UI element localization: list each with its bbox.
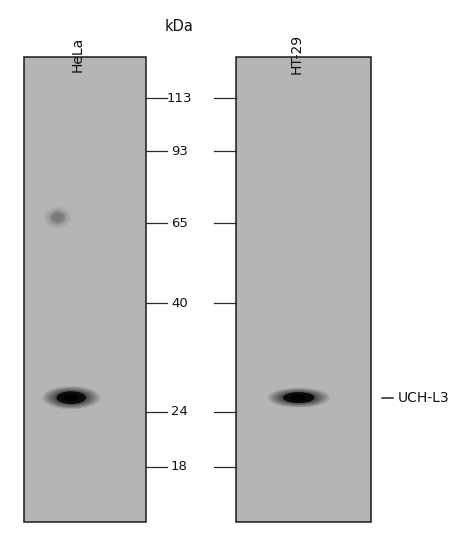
Ellipse shape <box>60 393 83 402</box>
Ellipse shape <box>65 395 77 400</box>
Ellipse shape <box>280 392 318 404</box>
Ellipse shape <box>278 391 319 404</box>
Ellipse shape <box>272 389 326 406</box>
Ellipse shape <box>291 395 307 400</box>
Text: 18: 18 <box>171 461 188 473</box>
Ellipse shape <box>286 394 311 402</box>
Ellipse shape <box>56 392 86 403</box>
Text: HT-29: HT-29 <box>289 34 303 74</box>
Ellipse shape <box>45 387 97 408</box>
Ellipse shape <box>49 211 67 224</box>
Bar <box>24 57 146 522</box>
Ellipse shape <box>58 393 85 403</box>
Ellipse shape <box>283 392 315 403</box>
Ellipse shape <box>56 391 86 404</box>
Ellipse shape <box>52 390 90 405</box>
Ellipse shape <box>270 389 327 407</box>
Text: kDa: kDa <box>165 19 194 34</box>
Text: HeLa: HeLa <box>71 36 85 72</box>
Ellipse shape <box>281 392 316 403</box>
Text: 65: 65 <box>171 217 188 229</box>
Ellipse shape <box>274 390 324 405</box>
Ellipse shape <box>292 395 305 400</box>
Ellipse shape <box>288 394 310 401</box>
Ellipse shape <box>275 390 322 405</box>
Ellipse shape <box>44 207 71 228</box>
Ellipse shape <box>67 396 76 399</box>
Ellipse shape <box>283 393 315 403</box>
Ellipse shape <box>294 396 304 399</box>
Ellipse shape <box>55 391 87 404</box>
Ellipse shape <box>48 388 95 407</box>
Ellipse shape <box>51 389 92 406</box>
Ellipse shape <box>291 395 307 400</box>
Bar <box>236 57 371 522</box>
Ellipse shape <box>43 387 99 409</box>
Ellipse shape <box>54 214 62 221</box>
Ellipse shape <box>50 212 65 223</box>
Text: 24: 24 <box>171 405 188 418</box>
Ellipse shape <box>62 394 80 401</box>
Ellipse shape <box>289 395 308 400</box>
Ellipse shape <box>52 213 63 222</box>
Text: 40: 40 <box>171 297 188 310</box>
Ellipse shape <box>42 386 101 409</box>
Text: 113: 113 <box>167 92 192 105</box>
Ellipse shape <box>55 216 61 219</box>
Ellipse shape <box>285 393 313 402</box>
Ellipse shape <box>64 395 79 400</box>
Ellipse shape <box>46 388 96 408</box>
Ellipse shape <box>47 209 68 226</box>
Ellipse shape <box>50 212 65 223</box>
Ellipse shape <box>277 390 321 404</box>
Ellipse shape <box>49 389 93 407</box>
Ellipse shape <box>54 390 89 404</box>
Ellipse shape <box>269 388 329 407</box>
Ellipse shape <box>46 208 70 227</box>
Ellipse shape <box>267 388 330 408</box>
Text: UCH-L3: UCH-L3 <box>398 390 450 404</box>
Text: 93: 93 <box>171 144 188 158</box>
Ellipse shape <box>61 394 81 402</box>
Ellipse shape <box>64 394 79 401</box>
